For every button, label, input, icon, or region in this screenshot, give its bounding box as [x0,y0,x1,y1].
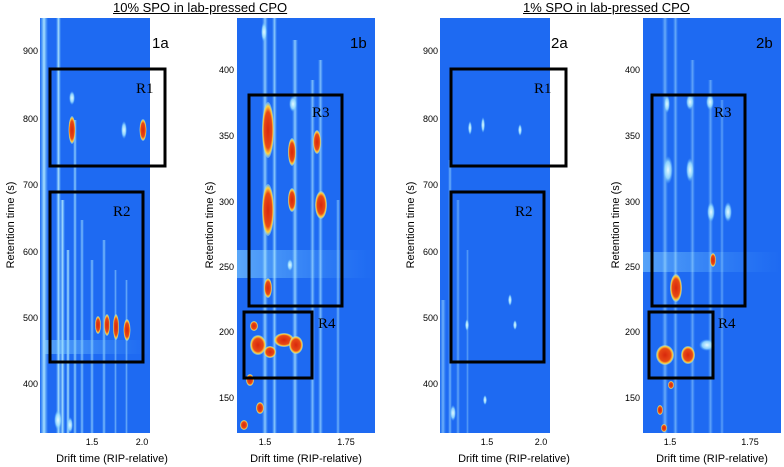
y-tick-1b: 350 [219,131,234,141]
panel-label-2b: 2b [756,35,773,52]
y-tick-2a: 900 [423,46,438,56]
y-tick-2b: 350 [625,131,640,141]
y-tick-2b: 150 [625,393,640,403]
region-label-r1-1a: R1 [136,81,154,97]
region-label-r3-1b: R3 [312,105,330,121]
region-box-r3-1b [247,93,344,308]
y-axis-label-2b: Retention time (s) [610,182,622,269]
x-tick-1a: 2.0 [136,437,149,447]
panel-2a: R1 R2 2a Retention time (s) 900 800 700 … [405,18,570,465]
y-tick-1a: 700 [23,180,38,190]
x-axis-label-1b: Drift time (RIP-relative) [250,453,362,465]
y-tick-1b: 200 [219,327,234,337]
heatmap-1b [237,18,375,433]
panel-label-1a: 1a [152,35,169,52]
panel-1a: R1 R2 1a Retention time (s) 900 800 700 … [5,18,169,465]
x-tick-1b: 1.75 [337,437,355,447]
region-box-r2-1a [48,190,145,364]
y-tick-1a: 900 [23,46,38,56]
panel-2b: R3 R4 2b Retention time (s) 400 350 300 … [610,18,781,465]
region-box-r4-2b [647,310,715,380]
y-tick-2a: 500 [423,313,438,323]
y-tick-2b: 400 [625,65,640,75]
x-tick-2a: 1.5 [481,437,494,447]
title-right: 1% SPO in lab-pressed CPO [523,0,690,15]
region-box-r1-1a [48,67,167,168]
y-tick-1a: 400 [23,379,38,389]
region-label-r2-1a: R2 [113,204,131,220]
title-left: 10% SPO in lab-pressed CPO [113,0,288,15]
panel-1b: R3 R4 1b Retention time (s) 400 350 300 … [204,18,375,465]
heatmap-2b-features [643,18,781,433]
region-label-r3-2b: R3 [714,105,732,121]
x-axis-label-2b: Drift time (RIP-relative) [656,453,768,465]
x-tick-2b: 1.5 [664,437,677,447]
region-label-r1-2a: R1 [534,81,552,97]
y-tick-2b: 300 [625,197,640,207]
x-tick-1a: 1.5 [86,437,99,447]
heatmap-1a-features [40,18,150,433]
y-tick-2a: 800 [423,114,438,124]
y-tick-1b: 300 [219,197,234,207]
x-tick-2a: 2.0 [535,437,548,447]
x-axis-label-1a: Drift time (RIP-relative) [56,453,168,465]
x-axis-label-2a: Drift time (RIP-relative) [458,453,570,465]
y-tick-1b: 250 [219,262,234,272]
y-tick-1a: 800 [23,114,38,124]
y-tick-2a: 400 [423,379,438,389]
region-box-r3-2b [650,93,747,308]
y-tick-1a: 600 [23,247,38,257]
y-tick-1b: 400 [219,65,234,75]
region-box-r1-2a [449,67,568,168]
panel-label-1b: 1b [350,35,367,52]
region-box-r4-1b [242,310,314,380]
region-label-r2-2a: R2 [515,204,533,220]
region-label-r4-2b: R4 [718,316,736,332]
region-box-r2-2a [449,190,546,364]
x-tick-2b: 1.75 [741,437,759,447]
y-tick-1a: 500 [23,313,38,323]
x-tick-1b: 1.5 [259,437,272,447]
y-tick-2b: 250 [625,262,640,272]
y-axis-label-1b: Retention time (s) [204,182,216,269]
panel-label-2a: 2a [551,35,568,52]
y-axis-label-2a: Retention time (s) [405,182,417,269]
region-label-r4-1b: R4 [318,316,336,332]
y-axis-label-1a: Retention time (s) [5,182,17,269]
y-tick-2a: 700 [423,180,438,190]
y-tick-1b: 150 [219,393,234,403]
y-tick-2a: 600 [423,247,438,257]
y-tick-2b: 200 [625,327,640,337]
heatmap-1b-features [237,18,375,433]
